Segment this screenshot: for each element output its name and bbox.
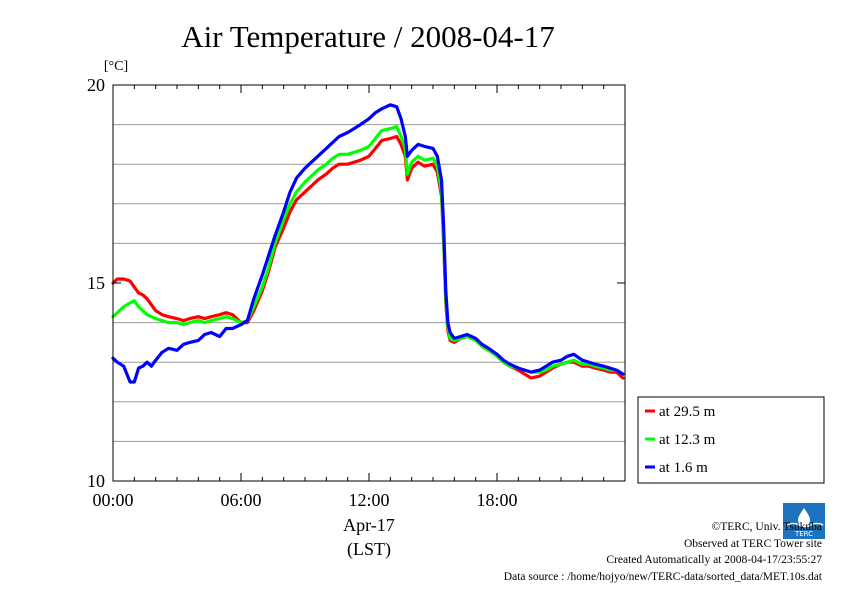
copyright-text: ©TERC, Univ. Tsukuba <box>711 521 822 533</box>
x-tick-label: 00:00 <box>92 490 133 510</box>
series-line-1 <box>111 134 625 380</box>
chart-title: Air Temperature / 2008-04-17 <box>181 19 554 54</box>
x-axis-label: Apr-17 <box>343 515 395 535</box>
legend: at 29.5 m at 12.3 m at 1.6 m <box>637 396 825 484</box>
legend-label: at 12.3 m <box>659 432 716 448</box>
credits: ©TERC, Univ. Tsukuba Observed at TERC To… <box>504 519 822 585</box>
y-tick-label: 15 <box>87 273 105 293</box>
y-tick-label: 10 <box>87 471 105 491</box>
series-line-3 <box>111 103 625 384</box>
plot-series <box>111 103 625 384</box>
x-tick-label: 12:00 <box>348 490 389 510</box>
creation-time-text: Created Automatically at 2008-04-17/23:5… <box>606 554 822 566</box>
legend-label: at 29.5 m <box>659 404 716 420</box>
logo-text: TERC <box>794 530 813 538</box>
y-axis-label: [°C] <box>104 59 128 74</box>
axis-ticks: 10 15 20 00:00 06:00 12:00 18:00 <box>87 75 626 510</box>
terc-logo: TERC <box>783 503 825 539</box>
y-tick-label: 20 <box>87 75 105 95</box>
legend-box <box>637 396 825 484</box>
x-axis-unit: (LST) <box>347 539 391 560</box>
observation-site-text: Observed at TERC Tower site <box>683 537 822 550</box>
data-source-text: Data source : /home/hojyo/new/TERC-data/… <box>503 570 822 583</box>
grid <box>113 124 625 442</box>
x-tick-label: 18:00 <box>476 490 517 510</box>
x-tick-label: 06:00 <box>220 490 261 510</box>
legend-label: at 1.6 m <box>659 460 708 476</box>
